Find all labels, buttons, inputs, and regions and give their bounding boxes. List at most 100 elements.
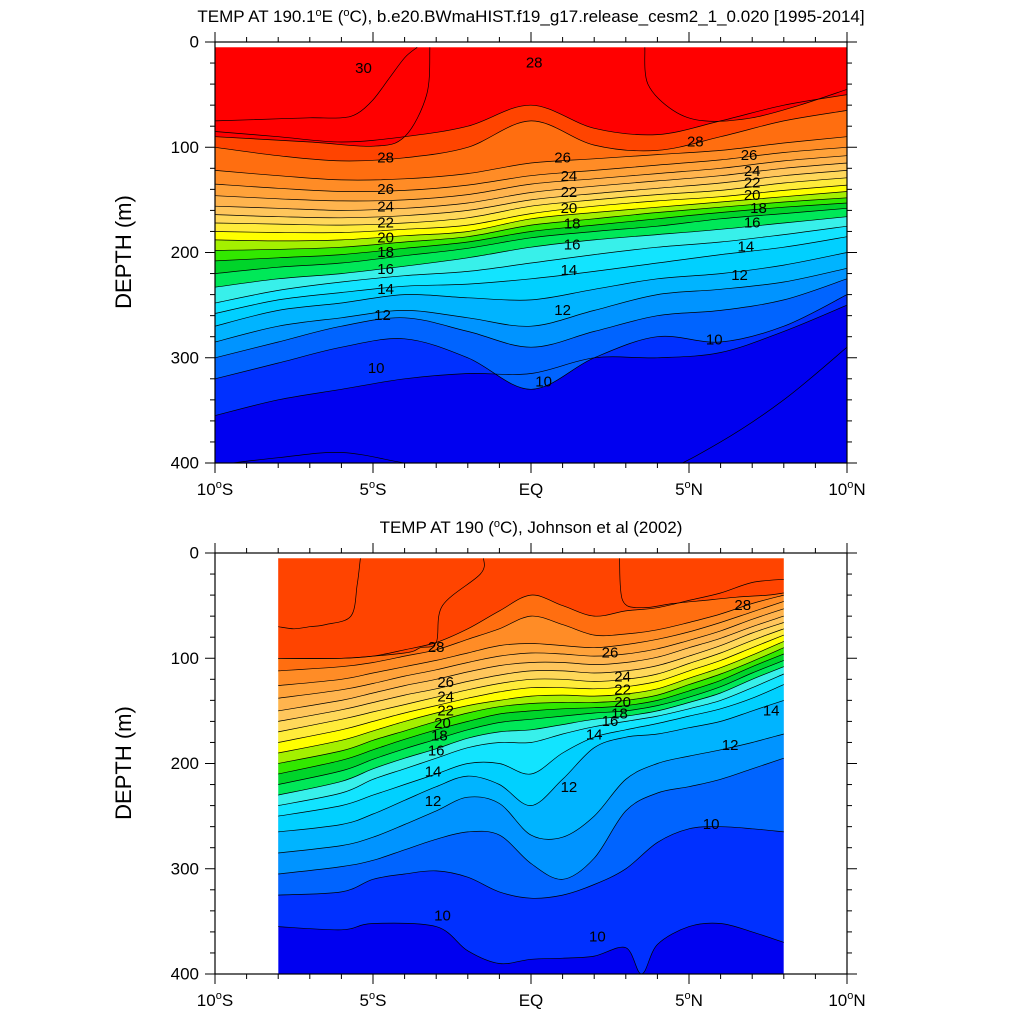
- contour-label: 16: [602, 713, 619, 730]
- contour-label: 20: [614, 694, 631, 711]
- contour-label: 10: [589, 929, 606, 946]
- obs-panel-title: TEMP AT 190 (oC), Johnson et al (2002): [380, 518, 683, 537]
- model-contour-panel: TEMP AT 190.1oE (oC), b.e20.BWmaHIST.f19…: [111, 7, 866, 499]
- isotherm-17: [278, 660, 784, 785]
- contour-label: 12: [425, 793, 442, 810]
- warm-pool-line-1: [215, 47, 431, 147]
- isotherm-28: [215, 110, 847, 162]
- contour-label: 12: [731, 267, 748, 284]
- warm-pool-line-2: [644, 47, 847, 122]
- contour-label: 12: [374, 307, 391, 324]
- x-tick-label: 5oN: [675, 479, 703, 499]
- isotherm-22: [278, 628, 784, 733]
- isotherm-23: [278, 622, 784, 722]
- warm-pool-band-1: [215, 47, 430, 147]
- no-data-mask-left: [215, 553, 279, 974]
- contour-label: 14: [586, 727, 603, 744]
- contour-label: 24: [614, 669, 631, 686]
- contour-label: 20: [434, 715, 451, 732]
- contour-label: 28: [526, 55, 543, 72]
- y-tick-label: 400: [171, 965, 199, 984]
- contour-label: 16: [564, 237, 581, 254]
- isotherm-19: [278, 647, 784, 764]
- contour-label: 14: [738, 239, 755, 256]
- isotherm-26: [215, 146, 847, 192]
- isotherm-27: [278, 594, 784, 672]
- isotherm-21: [278, 634, 784, 743]
- isotherm-12: [278, 733, 784, 854]
- model-y-axis-label: DEPTH (m): [111, 195, 136, 309]
- y-tick-label: 300: [171, 348, 199, 367]
- contour-label: 24: [744, 163, 761, 180]
- contour-label: 18: [377, 244, 394, 261]
- y-tick-label: 0: [190, 33, 199, 52]
- y-tick-label: 100: [171, 138, 199, 157]
- contour-label: 26: [377, 181, 394, 198]
- contour-label: 16: [428, 742, 445, 759]
- isotherm-20: [215, 191, 847, 242]
- contour-label: 10: [434, 908, 451, 925]
- contour-label: 24: [437, 689, 454, 706]
- isotherm-15: [278, 673, 784, 806]
- contour-label: 28: [428, 639, 445, 656]
- isotherm-26: [278, 601, 784, 686]
- warm-pool-band-1: [278, 558, 485, 659]
- isotherm-20: [278, 641, 784, 754]
- y-tick-label: 0: [190, 544, 199, 563]
- contour-label: 10: [706, 331, 723, 348]
- contour-label: 28: [734, 597, 751, 614]
- no-data-mask-top: [215, 42, 847, 48]
- contour-label: 26: [554, 149, 571, 166]
- contour-label: 14: [561, 262, 578, 279]
- contour-label: 14: [425, 763, 442, 780]
- isotherm-15: [215, 225, 847, 304]
- x-tick-label: 5oS: [360, 990, 387, 1010]
- warm-pool-line-2: [619, 558, 784, 609]
- obs-y-axis-label: DEPTH (m): [111, 706, 136, 820]
- contour-label: 26: [437, 674, 454, 691]
- obs-contour-labels: 2828262624222018161412242220181614121412…: [425, 597, 780, 946]
- x-tick-label: 10oS: [197, 479, 233, 499]
- contour-label: 26: [741, 147, 758, 164]
- contour-label: 22: [744, 175, 761, 192]
- warm-pool-line-0: [215, 47, 418, 122]
- isotherm-17: [215, 207, 847, 274]
- y-tick-label: 300: [171, 859, 199, 878]
- isotherm-10: [215, 294, 847, 390]
- contour-label: 20: [561, 200, 578, 217]
- obs-contour-lines: [278, 558, 784, 974]
- contour-label: 18: [431, 728, 448, 745]
- y-tick-label: 400: [171, 454, 199, 473]
- isotherm-13: [278, 700, 784, 833]
- isotherm-21: [215, 184, 847, 234]
- contour-label: 12: [722, 737, 739, 754]
- contour-label: 24: [377, 199, 394, 216]
- isotherm-13: [215, 252, 847, 327]
- isotherm-24: [278, 615, 784, 712]
- contour-label: 20: [377, 229, 394, 246]
- isotherm-27: [215, 136, 847, 181]
- obs-contour-panel: TEMP AT 190 (oC), Johnson et al (2002) 2…: [111, 518, 866, 1010]
- isotherm-28: [278, 578, 784, 659]
- isotherm-25: [278, 608, 784, 699]
- obs-axes: 10oS 5oS EQ 5oN 10oN 0 100 200 300 400: [171, 543, 866, 1010]
- isotherm-12: [215, 267, 847, 343]
- isotherm-25: [215, 155, 847, 202]
- warm-pool-band-2: [619, 558, 784, 608]
- x-tick-label: 10oN: [828, 479, 865, 499]
- contour-label: 12: [561, 779, 578, 796]
- obs-plot-area: [215, 553, 847, 974]
- model-contour-lines: [215, 47, 847, 463]
- isotherm-8: [229, 346, 847, 463]
- contour-label: 10: [535, 373, 552, 390]
- contour-label: 22: [437, 702, 454, 719]
- isotherm-23: [215, 170, 847, 219]
- y-tick-label: 200: [171, 754, 199, 773]
- contour-label: 18: [564, 216, 581, 233]
- contour-label: 22: [561, 184, 578, 201]
- contour-label: 10: [703, 816, 720, 833]
- contour-label: 22: [614, 681, 631, 698]
- isotherm-11: [215, 278, 847, 359]
- model-panel-title: TEMP AT 190.1oE (oC), b.e20.BWmaHIST.f19…: [197, 7, 864, 26]
